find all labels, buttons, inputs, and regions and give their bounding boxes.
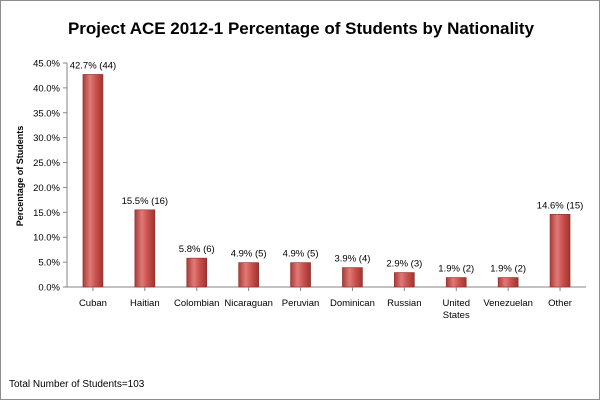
data-label: 5.8% (6) [179, 244, 215, 255]
category-label: Cuban [79, 298, 107, 309]
y-tick-label: 30.0% [33, 133, 60, 144]
category-label: States [443, 310, 470, 321]
category-label: Peruvian [282, 298, 320, 309]
bar [134, 209, 156, 288]
category-label: Haitian [130, 298, 160, 309]
category-label: Russian [387, 298, 421, 309]
category-label: Other [548, 298, 572, 309]
y-tick-label: 25.0% [33, 158, 60, 169]
data-label: 4.9% (5) [283, 249, 319, 260]
category-label: Nicaraguan [224, 298, 273, 309]
data-label: 1.9% (2) [438, 264, 474, 275]
data-label: 3.9% (4) [334, 254, 370, 265]
bar [342, 267, 363, 288]
bar [394, 272, 415, 288]
bar [497, 277, 519, 288]
y-tick-label: 35.0% [33, 108, 60, 119]
y-tick-label: 0.0% [38, 283, 60, 294]
total-students-note: Total Number of Students=103 [9, 379, 145, 390]
data-label: 2.9% (3) [386, 259, 422, 270]
bar [82, 74, 104, 288]
y-tick-label: 20.0% [33, 183, 60, 194]
y-tick-label: 5.0% [38, 258, 60, 269]
category-label: Venezuelan [483, 298, 533, 309]
category-label: Colombian [174, 298, 219, 309]
data-label: 42.7% (44) [70, 60, 116, 71]
bar [445, 277, 467, 288]
y-tick-label: 45.0% [33, 59, 60, 70]
y-tick-label: 15.0% [33, 208, 60, 219]
bar [549, 214, 571, 288]
y-tick-label: 10.0% [33, 233, 60, 244]
bar [238, 262, 259, 288]
y-axis-label: Percentage of Students [15, 126, 25, 227]
category-label: Dominican [330, 298, 375, 309]
data-label: 15.5% (16) [122, 196, 168, 207]
category-label: United [443, 298, 470, 309]
data-label: 4.9% (5) [231, 249, 267, 260]
y-tick-label: 40.0% [33, 83, 60, 94]
data-label: 1.9% (2) [490, 264, 526, 275]
bar [186, 257, 208, 288]
bar [290, 262, 311, 288]
chart-title: Project ACE 2012-1 Percentage of Student… [67, 19, 535, 38]
data-label: 14.6% (15) [537, 200, 583, 211]
